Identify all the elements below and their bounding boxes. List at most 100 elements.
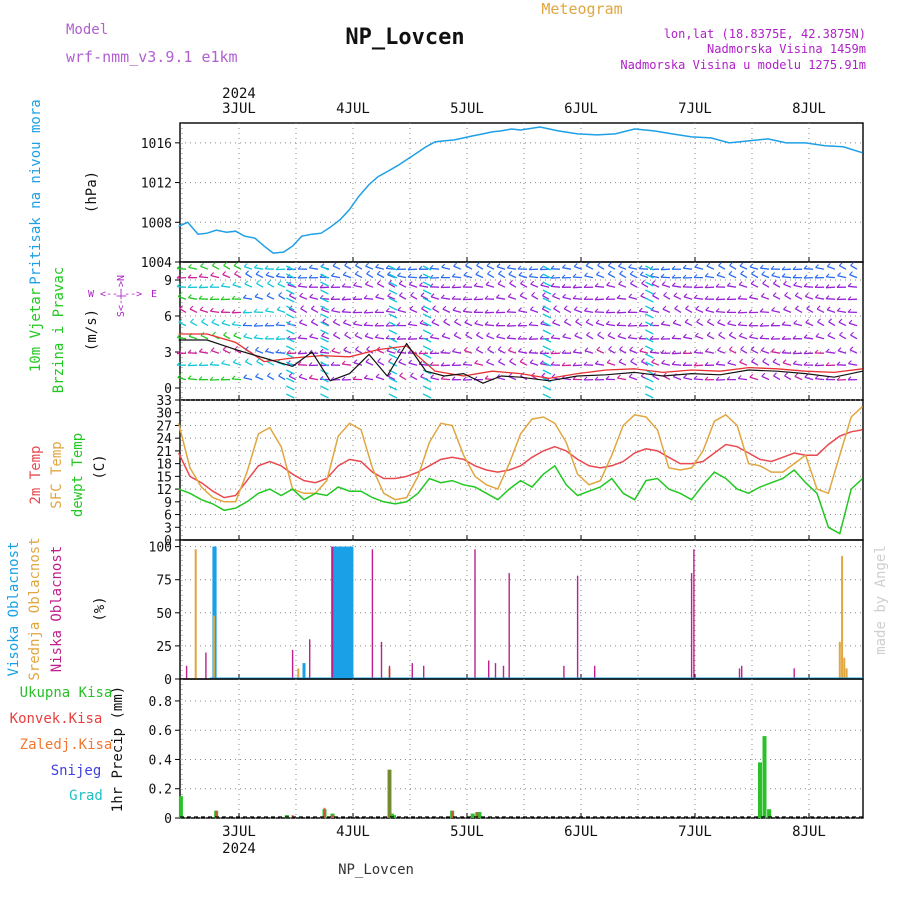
- wind-barb-tick: [310, 305, 315, 310]
- wind-barb-tick: [715, 296, 720, 300]
- wind-barb: [519, 295, 528, 300]
- wind-barb: [440, 364, 451, 367]
- wind-barb-tick: [342, 271, 347, 276]
- wind-barb: [705, 275, 715, 279]
- wind-barb: [376, 283, 385, 288]
- wind-barb: [409, 308, 418, 313]
- wind-barb-tick: [804, 293, 809, 297]
- wind-streak: [645, 305, 654, 311]
- precip-conv-bar: [331, 815, 334, 818]
- wind-barb: [376, 349, 385, 354]
- wind-barb-tick: [486, 332, 490, 337]
- wind-barb: [233, 335, 242, 340]
- wind-barb: [650, 275, 660, 279]
- wind-barb: [705, 309, 715, 314]
- precip-conv-bar: [451, 810, 454, 818]
- wind-barb: [476, 264, 484, 270]
- wind-barb-tick: [507, 293, 512, 297]
- wind-barb: [518, 310, 528, 314]
- wind-barb-tick: [550, 265, 555, 270]
- wind-barb-tick: [300, 305, 304, 309]
- wind-barb: [739, 361, 748, 366]
- wind-barb: [683, 296, 693, 300]
- wind-barb-tick: [836, 361, 841, 366]
- wind-barb: [255, 273, 264, 279]
- wind-barb: [211, 265, 220, 270]
- wind-barb-tick: [638, 307, 643, 312]
- wind-barb-tick: [234, 270, 238, 275]
- wind-barb: [738, 377, 748, 381]
- wind-barb: [509, 282, 517, 288]
- wind-streak: [320, 289, 329, 295]
- pressure-ylabel: Pritisak na nivou mora: [28, 99, 44, 284]
- wind-barb: [387, 375, 396, 381]
- wind-ytick-label: 0: [164, 382, 172, 397]
- wind-barb: [816, 308, 825, 313]
- wind-barb-tick: [616, 309, 621, 314]
- wind-barb-tick: [838, 318, 843, 323]
- wind-barb-tick: [803, 283, 808, 287]
- wind-barb-tick: [487, 346, 491, 350]
- wind-barb-tick: [308, 374, 313, 379]
- wind-barb: [662, 308, 671, 313]
- cloud-mid-bar: [297, 668, 300, 679]
- wind-barb: [784, 375, 792, 381]
- wind-barb: [462, 378, 473, 381]
- wind-barb: [453, 265, 462, 270]
- wind-barb-tick: [596, 346, 601, 351]
- cloud-low-bar: [205, 652, 207, 679]
- wind-barb-tick: [430, 374, 434, 379]
- wind-barb-tick: [640, 292, 645, 297]
- wind-barb-tick: [220, 282, 225, 287]
- wind-barb-tick: [564, 318, 568, 323]
- wind-streak: [422, 329, 432, 335]
- wind-barb: [795, 308, 803, 313]
- wind-barb: [773, 282, 781, 288]
- wind-barb: [221, 362, 231, 366]
- wind-barb-tick: [330, 284, 335, 288]
- wind-barb: [562, 296, 572, 300]
- wind-barb-tick: [781, 335, 786, 340]
- wind-barb-tick: [332, 318, 337, 323]
- wind-barb: [660, 268, 671, 271]
- model-label: Model: [66, 22, 108, 38]
- wind-barb: [319, 286, 330, 289]
- wind-barb-tick: [430, 293, 435, 298]
- wind-barb-tick: [759, 264, 764, 269]
- clouds-ytick-label: 50: [156, 607, 172, 622]
- wind-streak: [286, 329, 295, 335]
- temperature-ytick-label: 9: [164, 496, 172, 511]
- wind-barb-tick: [198, 362, 203, 366]
- cloud-low-bar: [371, 549, 374, 679]
- wind-barb-tick: [209, 296, 214, 300]
- wind-barb-tick: [267, 372, 271, 377]
- wind-barb: [617, 335, 627, 340]
- wind-barb-tick: [275, 321, 280, 326]
- wind-barb-tick: [849, 346, 854, 351]
- wind-barb: [727, 323, 737, 327]
- temperature-ytick-label: 30: [156, 407, 172, 422]
- wind-barb-tick: [220, 376, 225, 381]
- wind-barb-tick: [607, 262, 612, 266]
- station-title: NP_Lovcen: [345, 25, 464, 50]
- wind-barb: [419, 284, 429, 288]
- wind-barb-tick: [772, 358, 777, 363]
- wind-barb: [496, 336, 506, 340]
- wind-streak: [388, 289, 398, 295]
- wind-barb-tick: [673, 292, 678, 297]
- wind-barb: [848, 362, 858, 366]
- wind-barb-tick: [495, 294, 500, 299]
- wind-barb: [265, 310, 275, 314]
- wind-barb-tick: [253, 322, 258, 327]
- temperature-ytick-label: 21: [156, 445, 172, 460]
- temp-sfc-label: SFC Temp: [49, 441, 65, 508]
- wind-barb-tick: [452, 306, 457, 311]
- wind-barb-tick: [496, 263, 501, 268]
- wind-barb-tick: [276, 306, 281, 311]
- wind-barb: [178, 321, 187, 327]
- wind-barb: [375, 296, 385, 300]
- wind-barb-tick: [528, 321, 533, 326]
- wind-streak: [542, 353, 552, 359]
- wind-barb: [288, 308, 297, 313]
- wind-streak: [422, 393, 432, 399]
